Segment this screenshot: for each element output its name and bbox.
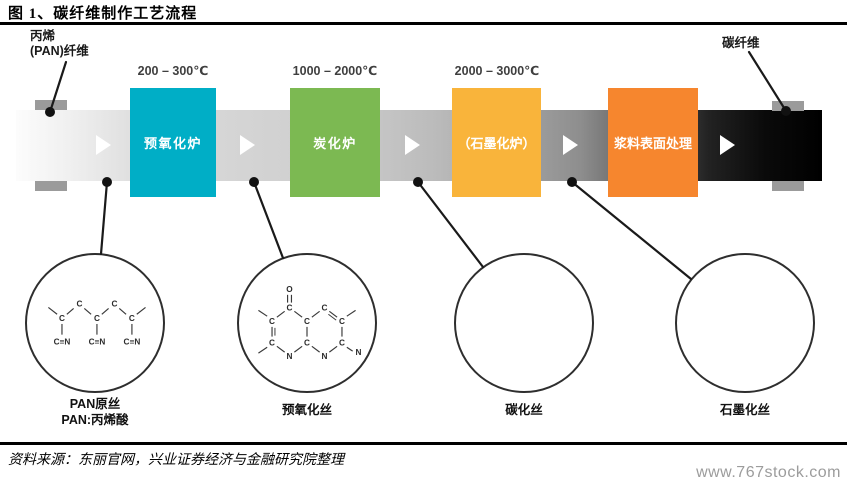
carbonized-fiber-circle [454,253,594,393]
temperature-label-graphitization: 2000 – 3000℃ [454,64,540,78]
input-fiber-callout: 丙烯 (PAN)纤维 [30,29,89,59]
svg-text:C: C [59,314,65,323]
flow-arrow-icon [96,135,111,155]
pan-molecule-diagram: C C C C C C≡N C≡N C≡N [48,299,146,346]
flow-arrow-icon [240,135,255,155]
flow-arrow-icon [405,135,420,155]
stage-preoxidation-furnace: 预氧化炉 [130,88,216,197]
footer-rule [0,442,847,445]
svg-text:C: C [269,317,275,326]
pan-fiber-circle: C C C C C C≡N C≡N C≡N [25,253,165,393]
fiber-caption-preoxidized: 预氧化丝 [281,403,332,417]
svg-text:C: C [339,338,345,347]
temperature-label-carbonization: 1000 – 2000℃ [292,64,378,78]
temperature-label-preoxidation: 200 – 300℃ [137,64,209,78]
svg-text:C: C [287,303,293,312]
flow-arrow-icon [563,135,578,155]
svg-text:C≡N: C≡N [54,337,71,346]
stage-sizing-surface-treatment: 浆料表面处理 [608,88,698,197]
fiber-caption-graphitized: 石墨化丝 [719,403,770,417]
graphite-lattice-diagram [677,255,813,391]
output-fiber-callout: 碳纤维 [722,36,760,50]
svg-text:C≡N: C≡N [89,337,106,346]
fiber-caption-carbonized: 碳化丝 [505,403,543,417]
svg-text:N: N [356,348,362,357]
svg-text:C: C [129,314,135,323]
svg-text:N: N [322,352,328,361]
spool-clamp-left-bottom [35,181,67,191]
svg-text:C: C [304,338,310,347]
graphitized-fiber-circle [675,253,815,393]
flow-arrow-icon [720,135,735,155]
spool-clamp-left-top [35,100,67,110]
spool-clamp-right-top [772,101,804,111]
svg-text:C: C [322,303,328,312]
svg-text:C: C [304,317,310,326]
input-fiber-line1: 丙烯 [30,29,56,43]
svg-text:O: O [286,285,293,294]
watermark: www.767stock.com [696,464,841,481]
fiber-caption-pan-line1: PAN原丝 [69,397,121,411]
svg-text:C: C [111,299,117,308]
carbon-lattice-diagram [456,255,592,391]
svg-text:C: C [339,317,345,326]
svg-text:C≡N: C≡N [124,337,141,346]
figure-title: 图 1、碳纤维制作工艺流程 [8,6,198,22]
fiber-caption-pan-line2: PAN:丙烯酸 [61,413,129,427]
fiber-caption-pan: PAN原丝 PAN:丙烯酸 [25,396,165,428]
svg-text:C: C [269,338,275,347]
svg-text:C: C [94,314,100,323]
input-fiber-line2: (PAN)纤维 [30,44,89,58]
source-note: 资料来源：东丽官网，兴业证券经济与金融研究院整理 [8,453,344,468]
svg-text:N: N [287,352,293,361]
spool-clamp-right-bottom [772,181,804,191]
svg-text:C: C [76,299,82,308]
title-rule [0,22,847,25]
stage-carbonization-furnace: 炭化炉 [290,88,380,197]
stage-graphitization-furnace: （石墨化炉） [452,88,541,197]
